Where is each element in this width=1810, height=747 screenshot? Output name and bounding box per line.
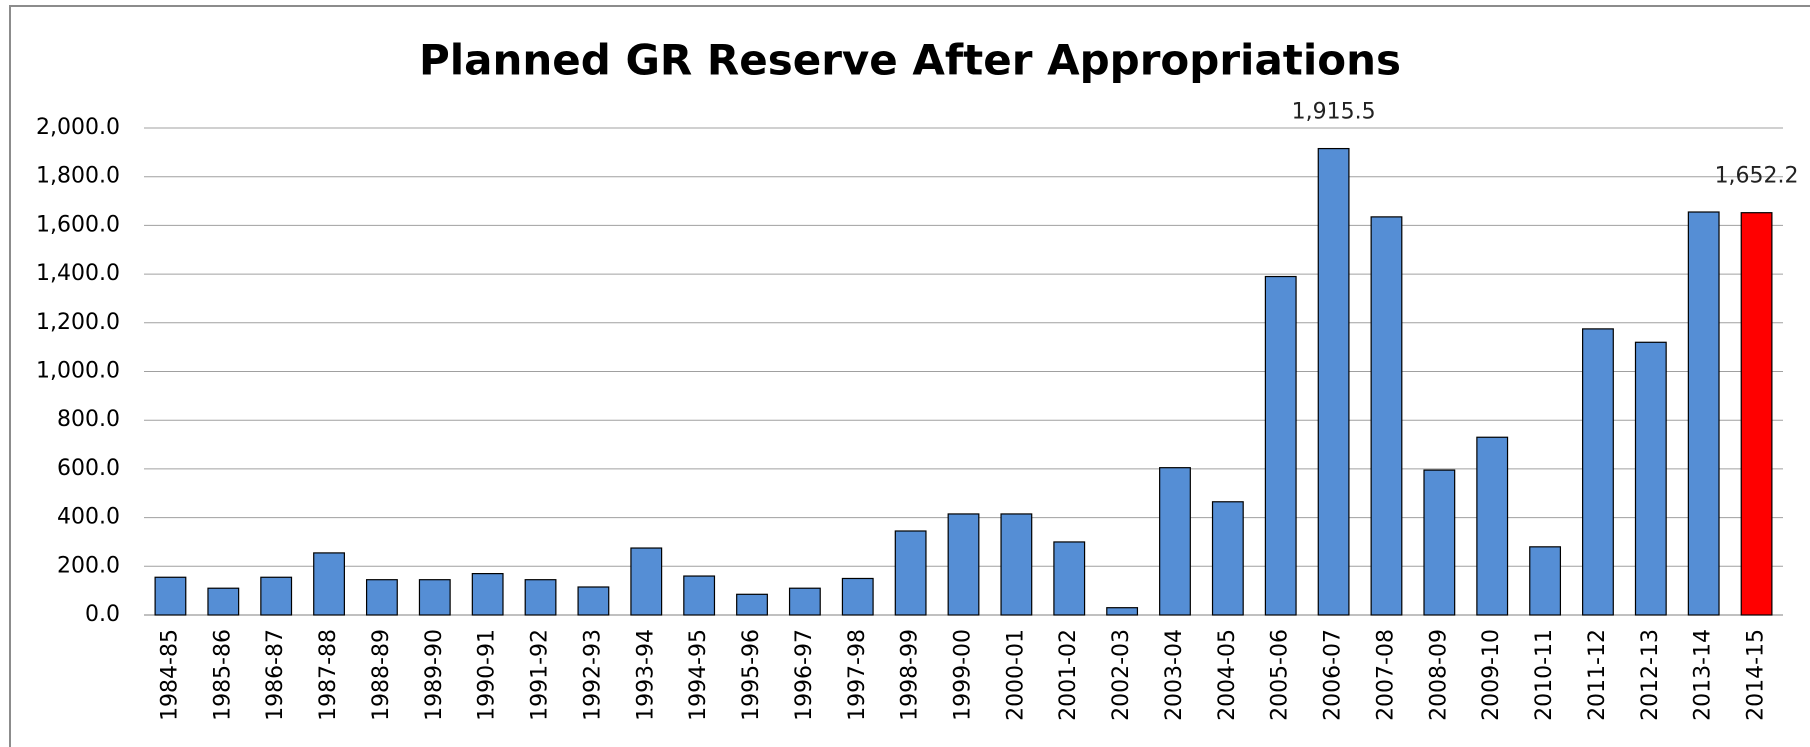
bar (1476, 436, 1509, 616)
x-tick-label: 2003-04 (1162, 629, 1187, 721)
x-tick-label: 2012-13 (1638, 629, 1663, 721)
value-label: 1,652.2 (1715, 164, 1799, 189)
x-tick-label: 2001-02 (1056, 629, 1081, 721)
y-tick-label: 1,000.0 (36, 359, 120, 384)
bar (418, 579, 451, 616)
bar (1687, 211, 1720, 616)
bar (1740, 212, 1773, 616)
x-tick-label: 2002-03 (1109, 629, 1134, 721)
bar (683, 575, 716, 616)
bar (1159, 467, 1191, 616)
x-tick-label: 2006-07 (1321, 629, 1346, 721)
y-tick-label: 400.0 (57, 505, 120, 530)
x-tick-label: 1985-86 (210, 629, 235, 721)
bar (894, 530, 927, 616)
bar (577, 586, 610, 616)
bar (736, 593, 768, 616)
bar (1106, 607, 1139, 616)
y-tick-label: 1,600.0 (36, 212, 120, 237)
y-tick-label: 600.0 (57, 456, 120, 481)
bar (471, 573, 504, 616)
chart-border (9, 5, 1810, 747)
bar (1053, 541, 1086, 616)
y-tick-label: 2,000.0 (36, 115, 120, 140)
bar (1264, 275, 1297, 616)
x-tick-label: 2011-12 (1585, 629, 1610, 721)
x-tick-label: 1989-90 (422, 629, 447, 721)
x-tick-label: 1986-87 (263, 629, 288, 721)
x-tick-label: 1994-95 (686, 629, 711, 721)
bar (1211, 501, 1244, 616)
bar (947, 513, 980, 616)
bar (1423, 469, 1456, 616)
x-tick-label: 2008-09 (1426, 629, 1451, 721)
bar (260, 576, 293, 616)
x-tick-label: 2009-10 (1479, 629, 1504, 721)
bar (788, 587, 821, 616)
x-tick-label: 1990-91 (475, 629, 500, 721)
x-tick-label: 2007-08 (1373, 629, 1398, 721)
bar (841, 577, 874, 616)
x-tick-label: 2000-01 (1003, 629, 1028, 721)
x-tick-label: 1987-88 (316, 629, 341, 721)
x-tick-label: 2013-14 (1691, 629, 1716, 721)
y-tick-label: 1,200.0 (36, 310, 120, 335)
x-tick-label: 1999-00 (951, 629, 976, 721)
x-tick-label: 2004-05 (1215, 629, 1240, 721)
x-tick-label: 1995-96 (739, 629, 764, 721)
bar (630, 547, 663, 616)
x-tick-label: 1997-98 (845, 629, 870, 721)
x-tick-label: 1984-85 (157, 629, 182, 721)
x-tick-label: 1998-99 (898, 629, 923, 721)
x-tick-label: 2005-06 (1268, 629, 1293, 721)
y-tick-label: 1,400.0 (36, 261, 120, 286)
bar (524, 579, 557, 616)
bar (1634, 341, 1667, 616)
x-tick-label: 2014-15 (1744, 629, 1769, 721)
x-tick-label: 1991-92 (528, 629, 553, 721)
y-tick-label: 800.0 (57, 407, 120, 432)
bar (1529, 546, 1562, 616)
bar (1000, 513, 1033, 616)
y-tick-label: 0.0 (85, 602, 120, 627)
bar (154, 576, 187, 616)
x-tick-label: 1992-93 (580, 629, 605, 721)
bar (1370, 216, 1403, 616)
value-label: 1,915.5 (1292, 100, 1376, 125)
bar (365, 579, 398, 616)
bar (1317, 147, 1350, 616)
x-tick-label: 1996-97 (792, 629, 817, 721)
bar (1582, 328, 1614, 616)
y-tick-label: 1,800.0 (36, 164, 120, 189)
x-tick-label: 2010-11 (1532, 629, 1557, 721)
x-tick-label: 1988-89 (369, 629, 394, 721)
bar (207, 587, 240, 616)
chart-title: Planned GR Reserve After Appropriations (419, 36, 1401, 85)
y-tick-label: 200.0 (57, 553, 120, 578)
bar (313, 552, 345, 616)
x-tick-label: 1993-94 (633, 629, 658, 721)
